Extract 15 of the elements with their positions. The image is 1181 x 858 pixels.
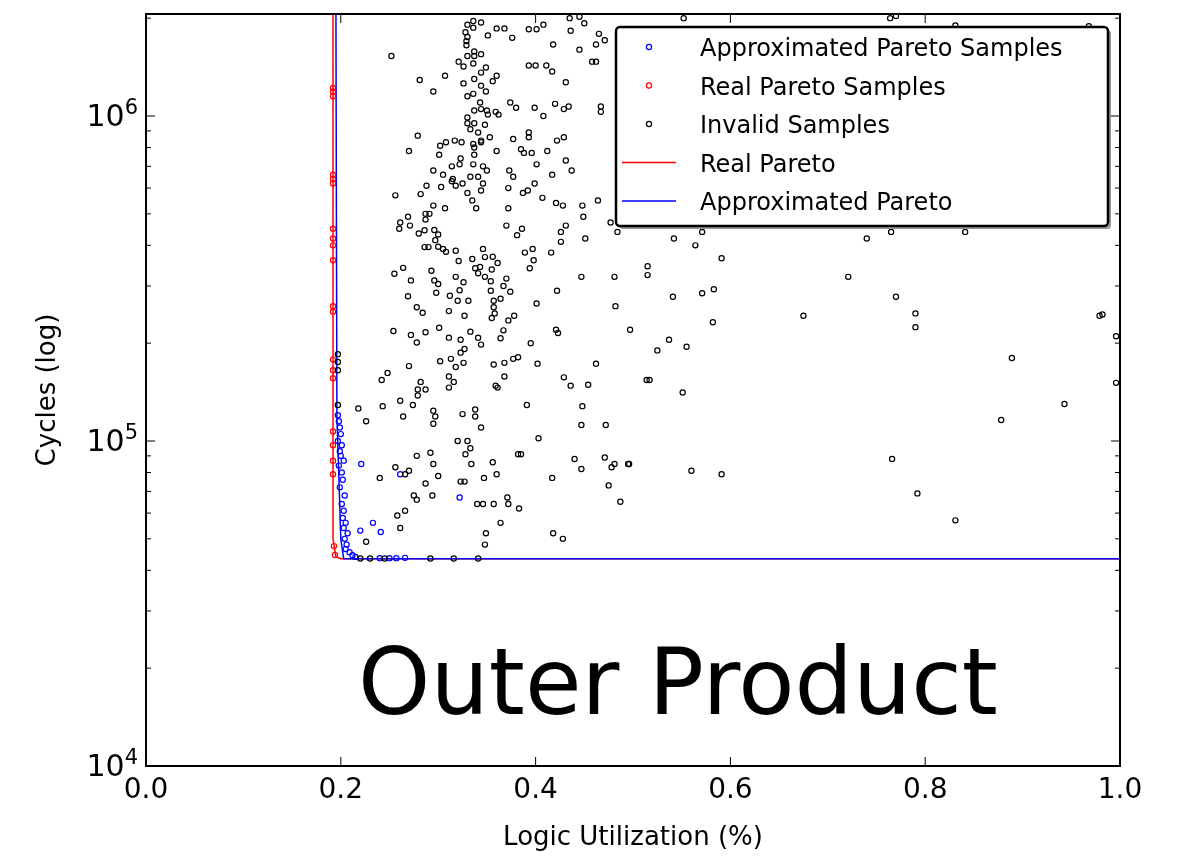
x-axis-title: Logic Utilization (%) xyxy=(503,821,763,851)
legend-label: Approximated Pareto xyxy=(700,188,953,216)
x-tick-label: 0.8 xyxy=(902,772,948,805)
y-tick-label: 10$^{5}$ xyxy=(86,420,138,458)
y-axis-title: Cycles (log) xyxy=(31,313,61,467)
legend-label: Real Pareto xyxy=(700,149,836,178)
annotation: Outer Product xyxy=(358,629,998,736)
x-tick-label: 1.0 xyxy=(1097,772,1143,805)
y-tick-label: 10$^{6}$ xyxy=(86,95,138,134)
x-tick-label: 0.6 xyxy=(708,772,753,805)
legend-label: Approximated Pareto Samples xyxy=(700,34,1063,62)
x-tick-label: 0.4 xyxy=(513,772,558,805)
x-tick-label: 0.2 xyxy=(318,772,364,805)
legend-label: Real Pareto Samples xyxy=(700,72,946,101)
legend-label: Invalid Samples xyxy=(700,111,890,139)
